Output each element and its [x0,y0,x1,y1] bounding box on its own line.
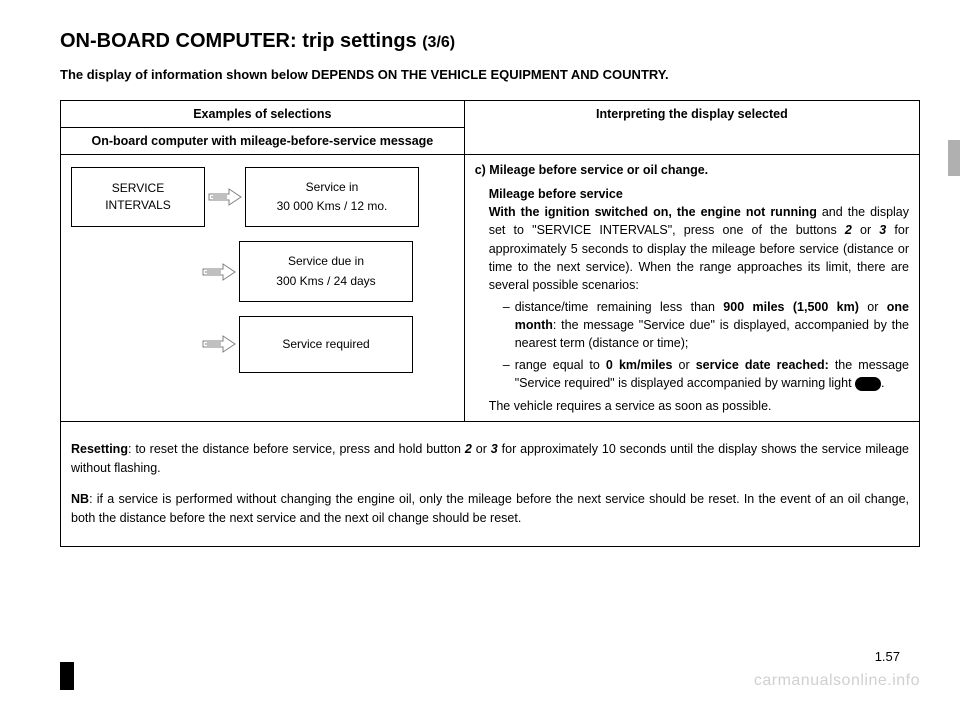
mileage-before-service-label: Mileage before service [489,185,909,203]
header-col1-bottom: On-board computer with mileage-before-se… [61,128,465,155]
header-col1-top: Examples of selections [61,101,465,128]
paragraph-2: The vehicle requires a service as soon a… [489,397,909,415]
display-box-1: Service in30 000 Kms / 12 mo. [245,167,419,227]
nb-para: NB: if a service is performed without ch… [71,490,909,528]
info-table: Examples of selections Interpreting the … [60,100,920,547]
arrow-icon [205,187,245,207]
side-tab-marker [948,140,960,176]
display-examples-cell: SERVICE INTERVALS Service in30 000 Kms /… [61,155,465,422]
bullet-1: distance/time remaining less than 900 mi… [503,298,909,352]
footer-cell: Resetting: to reset the distance before … [61,421,920,547]
arrow-icon [199,262,239,282]
paragraph-1: With the ignition switched on, the engin… [489,203,909,294]
black-tab-marker [60,662,74,690]
section-c-title: c) Mileage before service or oil change. [475,161,909,179]
interpretation-cell: c) Mileage before service or oil change.… [464,155,919,422]
bullet-2: range equal to 0 km/miles or service dat… [503,356,909,392]
display-box-3: Service required [239,316,413,373]
arrow-icon [199,334,239,354]
page-title: ON-BOARD COMPUTER: trip settings (3/6) [60,30,920,53]
warning-light-icon [855,377,881,391]
resetting-para: Resetting: to reset the distance before … [71,440,909,478]
display-box-2: Service due in300 Kms / 24 days [239,241,413,301]
page-subtitle: The display of information shown below D… [60,67,920,82]
watermark: carmanualsonline.info [754,672,920,690]
page-number: 1.57 [875,649,900,664]
header-col2: Interpreting the display selected [464,101,919,155]
display-label: SERVICE INTERVALS [71,167,205,227]
